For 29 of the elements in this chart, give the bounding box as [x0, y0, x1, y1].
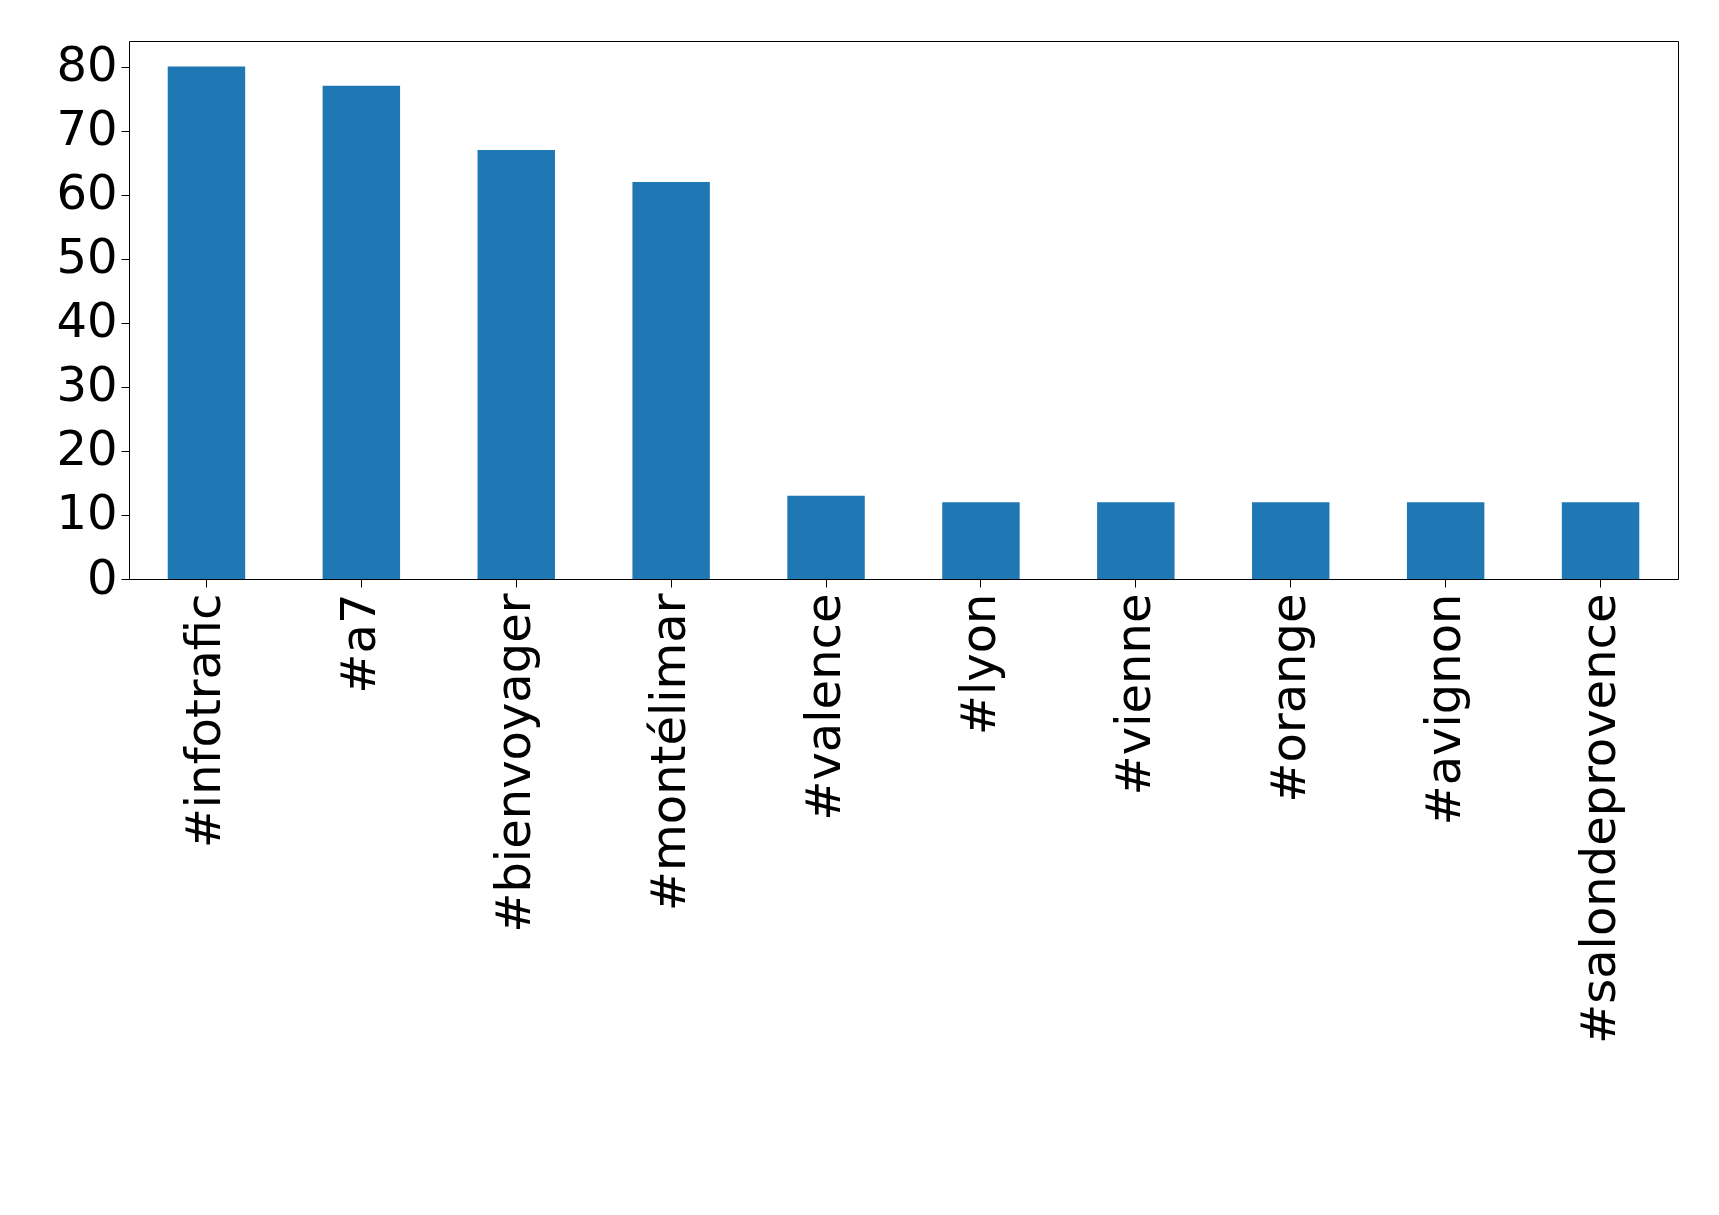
- x-tick-label: #infotrafic: [175, 593, 232, 849]
- x-tick-label: #bienvoyager: [485, 593, 542, 933]
- bar: [477, 149, 555, 579]
- bar: [1406, 502, 1485, 579]
- y-tick-label: 70: [56, 100, 118, 157]
- y-tick-label: 20: [56, 420, 118, 477]
- bar: [322, 85, 401, 579]
- y-tick-label: 60: [56, 164, 118, 221]
- y-tick-label: 30: [56, 356, 118, 413]
- y-tick-label: 40: [56, 292, 118, 349]
- y-tick-label: 0: [86, 548, 118, 605]
- bar: [632, 181, 710, 579]
- y-tick-label: 10: [56, 484, 118, 541]
- x-tick-label: #vienne: [1104, 593, 1161, 796]
- bar: [942, 502, 1020, 579]
- x-tick-label: #orange: [1259, 593, 1316, 803]
- x-tick-label: #montélimar: [640, 593, 697, 912]
- bar: [1097, 502, 1175, 579]
- y-tick-label: 50: [56, 228, 118, 285]
- x-tick-label: #lyon: [949, 593, 1006, 736]
- bar: [167, 66, 246, 579]
- x-tick-label: #a7: [330, 593, 387, 694]
- x-tick-label: #salondeprovence: [1569, 593, 1626, 1045]
- x-tick-label: #valence: [795, 593, 852, 821]
- bar: [787, 495, 865, 579]
- bar: [1252, 502, 1330, 579]
- bar: [1561, 502, 1640, 579]
- y-tick-label: 80: [56, 36, 118, 93]
- x-tick-label: #avignon: [1414, 593, 1471, 826]
